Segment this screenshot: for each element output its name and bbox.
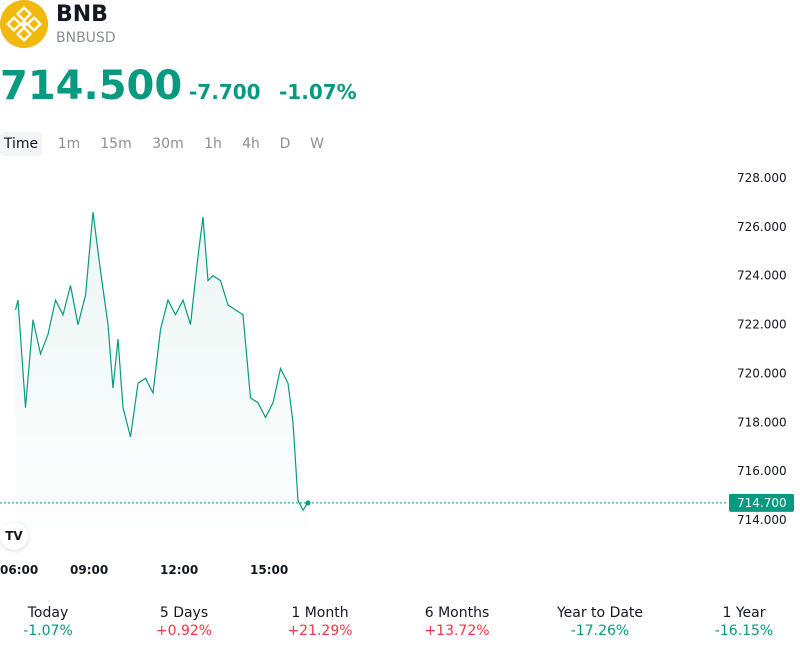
y-tick-label: 722.000 <box>737 318 787 332</box>
period-value: -17.26% <box>570 623 630 639</box>
period-value: -1.07% <box>23 623 73 639</box>
period-today[interactable]: Today -1.07% <box>0 604 108 640</box>
price-area-fill <box>15 212 308 530</box>
last-price: 714.500 <box>0 63 183 109</box>
price-series-line <box>14 212 309 512</box>
x-tick-label: 09:00 <box>70 563 108 577</box>
y-tick-label: 728.000 <box>737 171 787 185</box>
price-axis[interactable]: 728.000 726.000 724.000 722.000 720.000 718.0… <box>737 171 787 527</box>
symbol-pair: BNBUSD <box>56 30 116 46</box>
y-tick-label: 720.000 <box>737 366 787 380</box>
x-tick-label: 06:00 <box>0 563 38 577</box>
tab-15m[interactable]: 15m <box>100 136 132 152</box>
last-price-label: 714.700 <box>737 496 787 510</box>
y-tick-label: 714.000 <box>737 513 787 527</box>
period-label: 1 Year <box>722 605 766 621</box>
y-tick-label: 718.000 <box>737 415 787 429</box>
time-axis[interactable]: 06:00 09:00 12:00 15:00 <box>0 563 288 577</box>
y-tick-label: 726.000 <box>737 220 787 234</box>
period-label: 6 Months <box>424 605 490 621</box>
tab-1m[interactable]: 1m <box>57 136 81 152</box>
performance-periods: Today -1.07% 5 Days +0.92% 1 Month +21.2… <box>0 604 800 648</box>
x-tick-label: 15:00 <box>250 563 288 577</box>
period-year-to-date[interactable]: Year to Date -17.26% <box>540 604 660 640</box>
y-tick-label: 716.000 <box>737 464 787 478</box>
tab-1h[interactable]: 1h <box>204 136 222 152</box>
period-label: 5 Days <box>159 605 209 621</box>
y-tick-label: 724.000 <box>737 269 787 283</box>
period-5-days[interactable]: 5 Days +0.92% <box>124 604 244 640</box>
symbol-title: BNB <box>56 2 108 27</box>
price-chart[interactable]: 728.000 726.000 724.000 722.000 720.000 718.0… <box>0 160 800 590</box>
period-1-month[interactable]: 1 Month +21.29% <box>260 604 380 640</box>
x-tick-label: 12:00 <box>160 563 198 577</box>
period-value: +21.29% <box>287 623 353 639</box>
tab-30m[interactable]: 30m <box>152 136 184 152</box>
tab-w[interactable]: W <box>310 136 324 152</box>
price-change: -7.700 <box>189 80 261 104</box>
period-1-year[interactable]: 1 Year -16.15% <box>684 604 800 640</box>
period-label: 1 Month <box>291 605 349 621</box>
last-price-badge <box>729 493 794 512</box>
period-label: Year to Date <box>556 605 644 621</box>
price-change-percent: -1.07% <box>279 80 357 104</box>
last-price-dot <box>305 500 311 506</box>
period-value: +13.72% <box>424 623 490 639</box>
tab-d[interactable]: D <box>279 136 291 152</box>
bnb-logo-icon <box>0 0 48 48</box>
tradingview-logo-icon[interactable]: TV <box>0 522 28 550</box>
period-value: -16.15% <box>714 623 774 639</box>
period-value: +0.92% <box>155 623 213 639</box>
period-label: Today <box>27 605 69 621</box>
tab-time[interactable]: Time <box>0 132 42 156</box>
period-6-months[interactable]: 6 Months +13.72% <box>397 604 517 640</box>
tab-4h[interactable]: 4h <box>242 136 260 152</box>
